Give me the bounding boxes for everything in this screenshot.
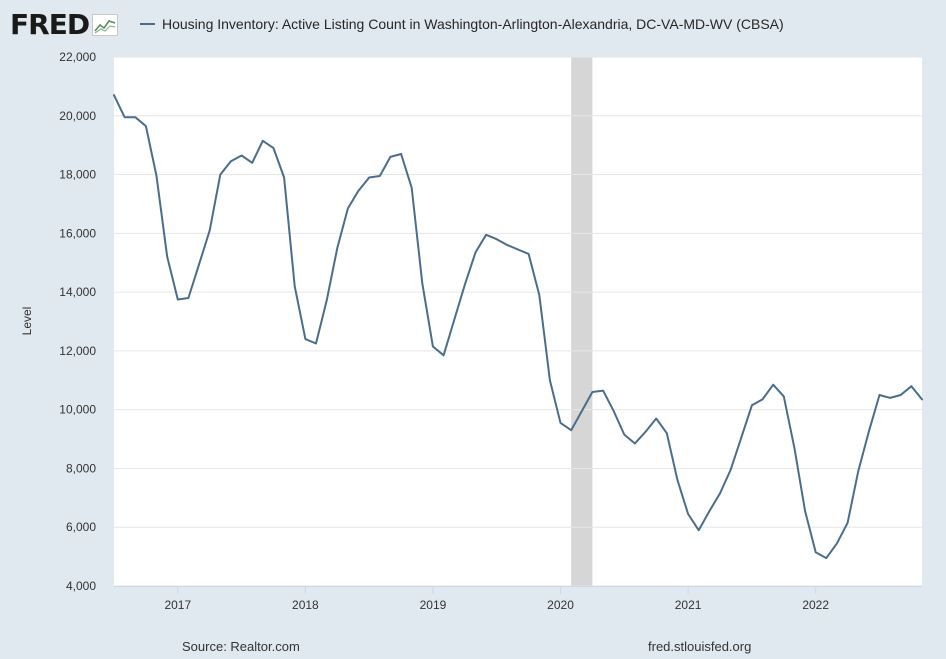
fred-logo-text: FRED [10, 8, 90, 41]
source-note: Source: Realtor.com [182, 639, 300, 654]
chart-header: FRED Housing Inventory: Active Listing C… [0, 0, 946, 50]
y-tick-label: 16,000 [59, 226, 96, 240]
y-tick-label: 22,000 [59, 50, 96, 64]
source-url-link[interactable]: fred.stlouisfed.org [648, 639, 752, 654]
y-tick-label: 6,000 [66, 520, 96, 534]
x-tick-label: 2019 [420, 598, 447, 612]
x-tick-label: 2022 [802, 598, 829, 612]
y-tick-label: 8,000 [66, 461, 96, 475]
fred-graph-icon [92, 14, 119, 36]
y-tick-label: 18,000 [59, 168, 96, 182]
y-tick-label: 12,000 [59, 344, 96, 358]
x-tick-label: 2020 [547, 598, 574, 612]
legend-swatch [140, 23, 155, 25]
y-tick-label: 4,000 [66, 579, 96, 593]
x-tick-label: 2018 [292, 598, 319, 612]
y-tick-label: 14,000 [59, 285, 96, 299]
y-axis-label: Level [20, 307, 34, 336]
plot-background [114, 57, 922, 586]
chart-legend: Housing Inventory: Active Listing Count … [140, 14, 784, 34]
fred-logo[interactable]: FRED [10, 8, 119, 41]
legend-label: Housing Inventory: Active Listing Count … [162, 16, 784, 32]
x-tick-label: 2017 [164, 598, 191, 612]
x-tick-label: 2021 [675, 598, 702, 612]
series-line [113, 94, 923, 560]
y-tick-label: 20,000 [59, 109, 96, 123]
y-tick-label: 10,000 [59, 403, 96, 417]
recession-shading [571, 57, 593, 586]
